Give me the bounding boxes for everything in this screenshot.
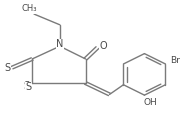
Text: S: S xyxy=(4,63,10,73)
Text: S: S xyxy=(24,81,30,91)
Text: N: N xyxy=(56,39,63,49)
Text: O: O xyxy=(99,41,107,51)
Text: Br: Br xyxy=(171,56,181,65)
Text: OH: OH xyxy=(143,98,157,107)
Text: CH₃: CH₃ xyxy=(22,4,37,13)
Text: S: S xyxy=(25,82,32,92)
